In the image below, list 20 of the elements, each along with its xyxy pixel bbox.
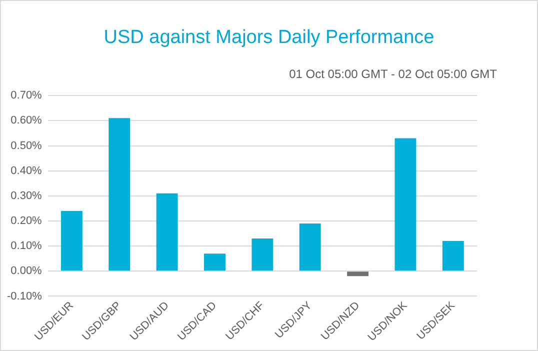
bar — [347, 272, 369, 276]
bar — [252, 238, 274, 271]
y-tick-label: 0.30% — [10, 190, 42, 202]
y-tick-label: 0.20% — [10, 215, 42, 228]
bar — [156, 193, 178, 271]
y-tick-label: 0.00% — [10, 265, 42, 278]
y-tick-label: 0.10% — [10, 240, 42, 252]
bar — [60, 210, 82, 271]
y-tick-label: 0.50% — [10, 140, 42, 152]
bar — [108, 118, 130, 271]
y-tick-label: 0.40% — [10, 164, 42, 177]
bar — [394, 138, 416, 271]
chart-subtitle: 01 Oct 05:00 GMT - 02 Oct 05:00 GMT — [289, 67, 497, 81]
chart-title: USD against Majors Daily Performance — [102, 27, 436, 49]
y-tick-label: 0.60% — [10, 114, 42, 127]
y-tick-label: 0.70% — [10, 90, 42, 102]
bar — [204, 254, 226, 271]
bar — [299, 224, 321, 271]
y-tick-label: -0.10% — [6, 290, 42, 302]
bar — [442, 241, 464, 271]
